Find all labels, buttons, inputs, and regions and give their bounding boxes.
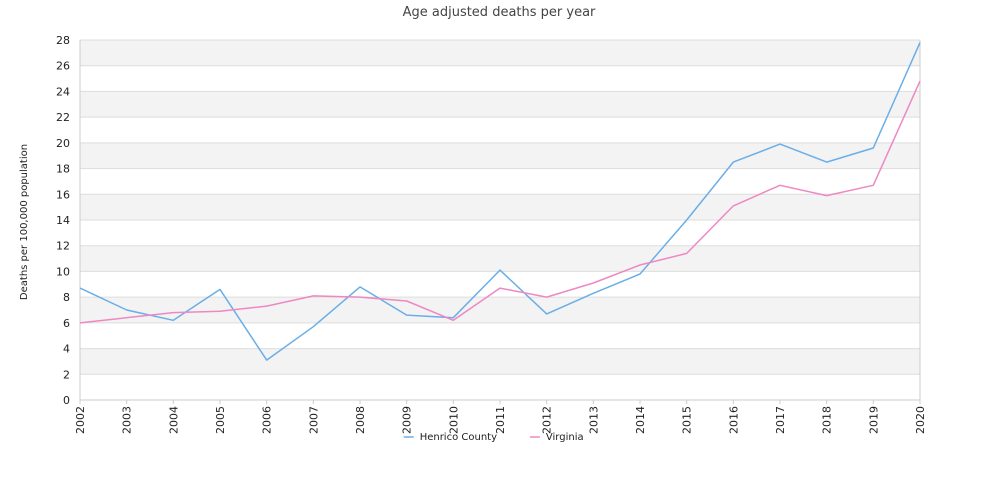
x-tick-label: 2007	[307, 406, 320, 434]
x-tick-label: 2010	[447, 406, 460, 434]
y-tick-label: 10	[56, 265, 70, 278]
plot-band	[80, 297, 920, 323]
y-tick-label: 26	[56, 60, 70, 73]
series-lines	[79, 42, 921, 361]
y-tick-label: 0	[63, 394, 70, 407]
legend-item-label: Virginia	[546, 432, 584, 443]
plot-band	[80, 348, 920, 375]
x-tick-label: 2004	[167, 406, 180, 434]
x-tick-label: 2015	[681, 406, 694, 434]
y-tick-label: 4	[63, 343, 70, 356]
legend-item-label: Henrico County	[420, 432, 497, 443]
x-tick-label: 2005	[214, 406, 227, 434]
x-tick-label: 2016	[727, 406, 740, 434]
y-tick-label: 2	[63, 368, 70, 381]
x-tick-label: 2003	[121, 406, 134, 434]
x-tick-label: 2017	[774, 406, 787, 434]
y-tick-label: 18	[56, 163, 70, 176]
y-tick-label: 24	[56, 85, 70, 98]
plot-band	[80, 91, 920, 118]
x-tick-label: 2020	[914, 406, 927, 434]
x-tick-label: 2018	[821, 406, 834, 434]
plot-band	[80, 194, 920, 220]
x-tick-label: 2011	[494, 406, 507, 434]
x-tick-label: 2014	[634, 406, 647, 434]
plot-band	[80, 142, 920, 169]
y-tick-label: 12	[56, 240, 70, 253]
x-tick-label: 2008	[354, 406, 367, 434]
y-tick-label: 8	[63, 291, 70, 304]
x-tick-label: 2019	[867, 406, 880, 434]
series-line	[79, 42, 921, 361]
x-tick-label: 2006	[261, 406, 274, 434]
y-tick-label: 14	[56, 214, 70, 227]
y-tick-label: 28	[56, 34, 70, 47]
x-tick-label: 2013	[587, 406, 600, 434]
x-axis-ticks: 2002 2003 2004 2005 2006 2007 2008 2009 2010 2011…	[74, 400, 927, 434]
y-tick-label: 16	[56, 188, 70, 201]
series-line	[79, 80, 921, 324]
y-tick-label: 6	[63, 317, 70, 330]
y-axis-label: Deaths per 100,000 population	[19, 144, 30, 300]
chart-title: Age adjusted deaths per year	[403, 5, 596, 20]
plot-bands	[80, 40, 920, 375]
x-tick-label: 2002	[74, 406, 87, 434]
y-tick-label: 20	[56, 137, 70, 150]
x-tick-label: 2012	[541, 406, 554, 434]
y-tick-label: 22	[56, 111, 70, 124]
x-tick-label: 2009	[401, 406, 414, 434]
plot-band	[80, 40, 920, 66]
plot-band	[80, 245, 920, 272]
legend: Henrico County Virginia	[403, 432, 584, 443]
